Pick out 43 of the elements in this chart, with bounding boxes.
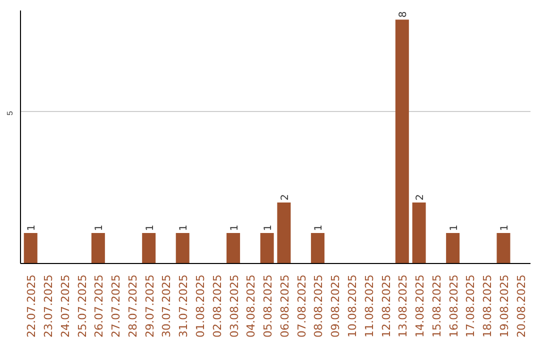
- x-tick-label: 16.08.2025: [447, 274, 460, 338]
- x-tick-label: 25.07.2025: [76, 274, 89, 338]
- data-label: 1: [94, 224, 106, 232]
- x-tick-label: 27.07.2025: [110, 274, 123, 338]
- y-tick-label: 5: [6, 110, 14, 116]
- data-label: 8: [398, 11, 410, 18]
- x-tick-label: 11.08.2025: [362, 274, 376, 338]
- x-tick-label: 01.08.2025: [194, 274, 208, 338]
- x-tick-label: 28.07.2025: [126, 274, 140, 338]
- x-tick-label: 29.07.2025: [143, 274, 156, 338]
- x-tick-label: 10.08.2025: [346, 274, 359, 338]
- x-tick-label: 24.07.2025: [58, 274, 72, 338]
- data-label: 1: [144, 224, 156, 232]
- x-tick-label: 08.08.2025: [312, 274, 326, 338]
- x-tick-label: 15.08.2025: [430, 274, 444, 338]
- x-tick-label: 03.08.2025: [228, 274, 241, 338]
- x-tick-label: 17.08.2025: [464, 274, 478, 338]
- x-tick-label: 13.08.2025: [396, 274, 410, 338]
- x-tick-label: 05.08.2025: [262, 274, 275, 338]
- data-label: 1: [448, 224, 460, 232]
- x-tick-label: 18.08.2025: [481, 274, 494, 338]
- data-label: 2: [415, 194, 426, 201]
- x-tick-label: 20.08.2025: [514, 274, 528, 338]
- data-label: 1: [178, 224, 190, 232]
- data-label: 1: [314, 224, 325, 232]
- x-tick-label: 12.08.2025: [380, 274, 393, 338]
- x-tick-label: 14.08.2025: [414, 274, 427, 338]
- data-label: 2: [280, 194, 291, 201]
- x-tick-label: 06.08.2025: [278, 274, 292, 338]
- x-tick-label: 04.08.2025: [244, 274, 258, 338]
- x-tick-label: 22.07.2025: [25, 274, 38, 338]
- x-tick-label: 30.07.2025: [160, 274, 174, 338]
- x-tick-label: 09.08.2025: [329, 274, 342, 338]
- data-label: 1: [229, 224, 240, 232]
- x-tick-label: 07.08.2025: [295, 274, 308, 338]
- x-tick-label: 02.08.2025: [210, 274, 224, 338]
- data-label: 1: [499, 224, 510, 232]
- x-tick-label: 19.08.2025: [498, 274, 511, 338]
- x-tick-label: 26.07.2025: [92, 274, 106, 338]
- data-label: 1: [26, 224, 38, 232]
- data-label: 1: [263, 224, 274, 232]
- x-tick-label: 23.07.2025: [42, 274, 56, 338]
- x-tick-label: 31.07.2025: [177, 274, 190, 338]
